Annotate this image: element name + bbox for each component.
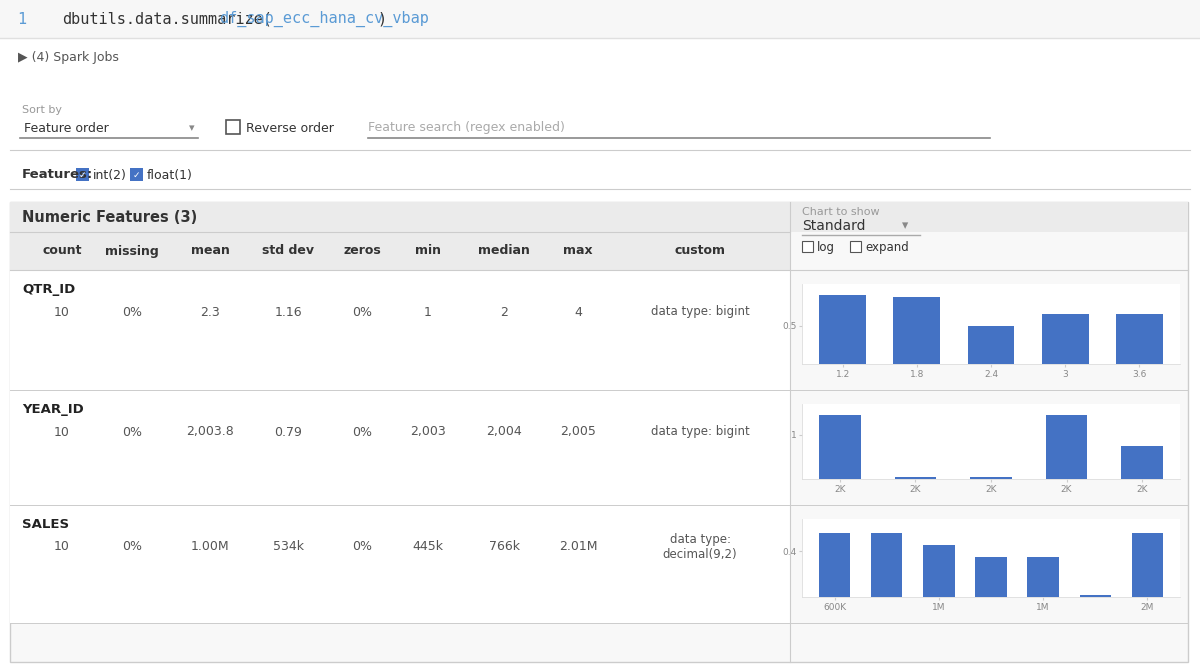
Text: 4: 4	[574, 305, 582, 319]
Bar	[820, 533, 851, 597]
Text: 0%: 0%	[122, 305, 142, 319]
Bar	[976, 557, 1007, 597]
Bar	[893, 297, 941, 364]
Bar	[1027, 557, 1058, 597]
Text: 2.01M: 2.01M	[559, 541, 598, 554]
Text: 0%: 0%	[122, 541, 142, 554]
Text: 2.3: 2.3	[200, 305, 220, 319]
Text: data type:
decimal(9,2): data type: decimal(9,2)	[662, 533, 737, 561]
Text: dbutils.data.summarize(: dbutils.data.summarize(	[62, 11, 272, 26]
Text: Reverse order: Reverse order	[246, 121, 334, 134]
Text: 2: 2	[500, 305, 508, 319]
Text: zeros: zeros	[343, 244, 380, 258]
Bar	[850, 241, 862, 252]
Text: Numeric Features (3): Numeric Features (3)	[22, 209, 197, 225]
Bar	[1121, 446, 1163, 479]
Text: max: max	[563, 244, 593, 258]
Text: median: median	[478, 244, 530, 258]
Text: ▾: ▾	[902, 219, 908, 232]
Text: 2,004: 2,004	[486, 425, 522, 439]
Bar	[1042, 315, 1088, 364]
Text: 0%: 0%	[352, 425, 372, 439]
Text: YEAR_ID: YEAR_ID	[22, 403, 84, 417]
Text: std dev: std dev	[262, 244, 314, 258]
Bar	[226, 120, 240, 134]
Bar	[971, 477, 1012, 479]
Bar	[1116, 315, 1163, 364]
Text: expand: expand	[865, 240, 908, 254]
Text: float(1): float(1)	[148, 168, 193, 181]
Bar	[76, 168, 89, 181]
Text: 1.00M: 1.00M	[191, 541, 229, 554]
Bar	[10, 202, 1188, 662]
Text: 2,005: 2,005	[560, 425, 596, 439]
Text: count: count	[42, 244, 82, 258]
Text: 1.16: 1.16	[274, 305, 302, 319]
Text: 0%: 0%	[122, 425, 142, 439]
Text: 534k: 534k	[272, 541, 304, 554]
Text: log: log	[817, 240, 835, 254]
Bar	[10, 232, 790, 270]
Text: 10: 10	[54, 541, 70, 554]
Text: SALES: SALES	[22, 519, 70, 531]
Text: df_sap_ecc_hana_cv_vbap: df_sap_ecc_hana_cv_vbap	[220, 11, 430, 27]
Bar	[923, 546, 954, 597]
Text: Sort by: Sort by	[22, 105, 62, 115]
Text: mean: mean	[191, 244, 229, 258]
Bar	[1080, 595, 1111, 597]
Text: 1: 1	[18, 11, 26, 26]
Text: data type: bigint: data type: bigint	[650, 305, 749, 319]
Text: QTR_ID: QTR_ID	[22, 284, 76, 297]
Text: Feature search (regex enabled): Feature search (regex enabled)	[368, 121, 565, 134]
Text: ✓: ✓	[133, 170, 140, 180]
Text: 10: 10	[54, 425, 70, 439]
Text: missing: missing	[106, 244, 158, 258]
Bar	[0, 0, 1200, 38]
Text: 0%: 0%	[352, 541, 372, 554]
Bar	[967, 326, 1014, 364]
Text: 0.79: 0.79	[274, 425, 302, 439]
Bar	[10, 270, 790, 390]
Text: 2,003: 2,003	[410, 425, 446, 439]
Bar	[895, 477, 936, 479]
Bar	[820, 415, 860, 479]
Text: 10: 10	[54, 305, 70, 319]
Bar	[20, 116, 194, 138]
Text: ✓: ✓	[79, 170, 86, 180]
Text: min: min	[415, 244, 442, 258]
Text: ): )	[377, 11, 386, 26]
Text: data type: bigint: data type: bigint	[650, 425, 749, 439]
Bar	[10, 505, 790, 623]
Bar	[1132, 533, 1163, 597]
Text: int(2): int(2)	[94, 168, 127, 181]
Text: 2,003.8: 2,003.8	[186, 425, 234, 439]
Bar	[10, 202, 1188, 232]
Bar	[802, 241, 814, 252]
Text: 1: 1	[424, 305, 432, 319]
Text: custom: custom	[674, 244, 726, 258]
Bar	[10, 390, 790, 505]
Text: Standard: Standard	[802, 219, 865, 233]
Bar	[130, 168, 143, 181]
Text: 0%: 0%	[352, 305, 372, 319]
Text: ▶ (4) Spark Jobs: ▶ (4) Spark Jobs	[18, 52, 119, 64]
Text: Chart to show: Chart to show	[802, 207, 880, 217]
Text: ▾: ▾	[190, 123, 194, 133]
Text: 445k: 445k	[413, 541, 444, 554]
Bar	[871, 533, 902, 597]
Bar	[820, 295, 866, 364]
Bar	[1045, 415, 1087, 479]
Text: 766k: 766k	[488, 541, 520, 554]
Text: Features:: Features:	[22, 168, 94, 181]
Text: Feature order: Feature order	[24, 121, 109, 134]
